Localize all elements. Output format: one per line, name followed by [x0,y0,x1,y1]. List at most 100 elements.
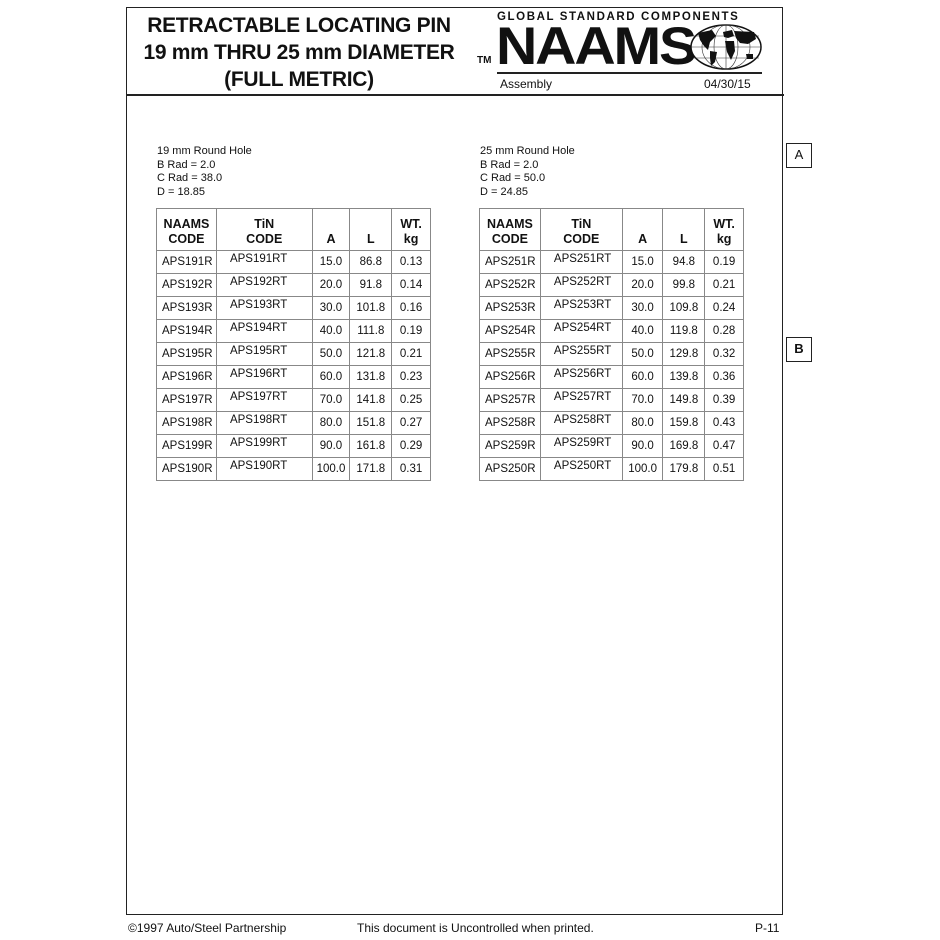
cell-naams-code: APS259R [479,434,541,458]
cell-tin-code: APS198RT [215,411,313,435]
column-header-text: TiN [571,217,592,231]
cell-tin-code: APS253RT [539,296,623,320]
title-line-3: (FULL METRIC) [224,68,374,91]
specs-25mm: 25 mm Round Hole B Rad = 2.0 C Rad = 50.… [480,145,575,199]
cell-naams-code: APS254R [479,319,541,343]
cell-weight: 0.27 [391,411,431,435]
cell-weight: 0.43 [704,411,744,435]
cell-dim-l: 111.8 [349,319,393,343]
cell-tin-code: APS192RT [215,273,313,297]
column-header-dim-l: L [349,208,393,251]
column-header-text: TiN [254,217,275,231]
section-label: Assembly [500,77,553,91]
cell-dim-a: 100.0 [621,457,664,481]
column-header-text: NAAMS [487,217,533,231]
cell-tin-code: APS191RT [215,250,313,274]
cell-naams-code: APS253R [479,296,541,320]
column-header-text: CODE [563,232,600,246]
cell-weight: 0.47 [704,434,744,458]
cell-dim-a: 15.0 [621,250,664,274]
table-row: APS256R APS256RT 60.0 139.8 0.36 [479,365,744,389]
cell-weight: 0.36 [704,365,744,389]
cell-dim-l: 161.8 [349,434,393,458]
table-row: APS254R APS254RT 40.0 119.8 0.28 [479,319,744,343]
cell-dim-a: 50.0 [311,342,351,366]
cell-dim-l: 121.8 [349,342,393,366]
table-row: APS257R APS257RT 70.0 149.8 0.39 [479,388,744,412]
cell-naams-code: APS198R [156,411,217,435]
cell-dim-a: 20.0 [621,273,664,297]
title-line-1: RETRACTABLE LOCATING PIN [147,14,451,37]
cell-dim-a: 20.0 [311,273,351,297]
header-divider [126,94,784,96]
cell-weight: 0.31 [391,457,431,481]
cell-dim-l: 141.8 [349,388,393,412]
parts-table-25mm: NAAMS CODE TiN CODE A L WT. kg APS251R APS251RT 15… [479,208,744,481]
cell-tin-code: APS257RT [539,388,623,412]
cell-dim-a: 50.0 [621,342,664,366]
cell-tin-code: APS196RT [215,365,313,389]
table-row: APS194R APS194RT 40.0 111.8 0.19 [156,319,431,343]
cell-weight: 0.19 [704,250,744,274]
column-header-tin-code: TiN CODE [539,208,623,251]
table-row: APS198R APS198RT 80.0 151.8 0.27 [156,411,431,435]
column-header-text: L [366,232,375,246]
cell-naams-code: APS199R [156,434,217,458]
column-header-text: A [638,232,648,246]
cell-naams-code: APS192R [156,273,217,297]
table-row: APS258R APS258RT 80.0 159.8 0.43 [479,411,744,435]
cell-tin-code: APS250RT [539,457,623,481]
cell-weight: 0.21 [391,342,431,366]
cell-tin-code: APS195RT [215,342,313,366]
side-tab-b[interactable]: B [786,337,812,362]
cell-weight: 0.51 [704,457,744,481]
logo-tagline: GLOBAL STANDARD COMPONENTS [497,11,740,23]
cell-tin-code: APS259RT [539,434,623,458]
cell-dim-a: 100.0 [311,457,351,481]
cell-weight: 0.24 [704,296,744,320]
cell-dim-l: 131.8 [349,365,393,389]
cell-dim-a: 40.0 [621,319,664,343]
cell-dim-a: 60.0 [621,365,664,389]
cell-naams-code: APS256R [479,365,541,389]
cell-weight: 0.29 [391,434,431,458]
column-header-text: WT. [400,217,422,231]
cell-dim-a: 30.0 [311,296,351,320]
column-header-text: CODE [491,232,529,246]
spec-line: C Rad = 50.0 [480,172,546,184]
cell-weight: 0.28 [704,319,744,343]
cell-naams-code: APS255R [479,342,541,366]
cell-dim-a: 90.0 [311,434,351,458]
spec-line: B Rad = 2.0 [157,158,216,171]
cell-dim-l: 86.8 [349,250,393,274]
cell-tin-code: APS254RT [539,319,623,343]
globe-icon [690,24,762,70]
cell-weight: 0.25 [391,388,431,412]
table-row: APS252R APS252RT 20.0 99.8 0.21 [479,273,744,297]
title-line-2: 19 mm THRU 25 mm DIAMETER [143,41,455,64]
spec-line: 19 mm Round Hole [157,145,252,157]
cell-naams-code: APS252R [479,273,541,297]
cell-dim-l: 101.8 [349,296,393,320]
cell-tin-code: APS197RT [215,388,313,412]
table-row: APS191R APS191RT 15.0 86.8 0.13 [156,250,431,274]
spec-line: 25 mm Round Hole [480,145,575,157]
spec-line: C Rad = 38.0 [157,172,223,184]
cell-dim-a: 80.0 [621,411,664,435]
column-header-text: CODE [246,232,283,246]
cell-dim-a: 90.0 [621,434,664,458]
column-header-dim-a: A [311,208,351,251]
table-row: APS250R APS250RT 100.0 179.8 0.51 [479,457,744,481]
cell-naams-code: APS196R [156,365,217,389]
column-header-text: L [680,232,688,246]
side-tab-a[interactable]: A [786,143,812,168]
table-row: APS196R APS196RT 60.0 131.8 0.23 [156,365,431,389]
column-header-text: kg [716,232,732,246]
cell-naams-code: APS195R [156,342,217,366]
copyright: ©1997 Auto/Steel Partnership [128,921,287,935]
cell-dim-l: 171.8 [349,457,393,481]
cell-dim-a: 70.0 [311,388,351,412]
column-header-text: NAAMS [163,217,210,231]
table-row: APS193R APS193RT 30.0 101.8 0.16 [156,296,431,320]
cell-weight: 0.39 [704,388,744,412]
